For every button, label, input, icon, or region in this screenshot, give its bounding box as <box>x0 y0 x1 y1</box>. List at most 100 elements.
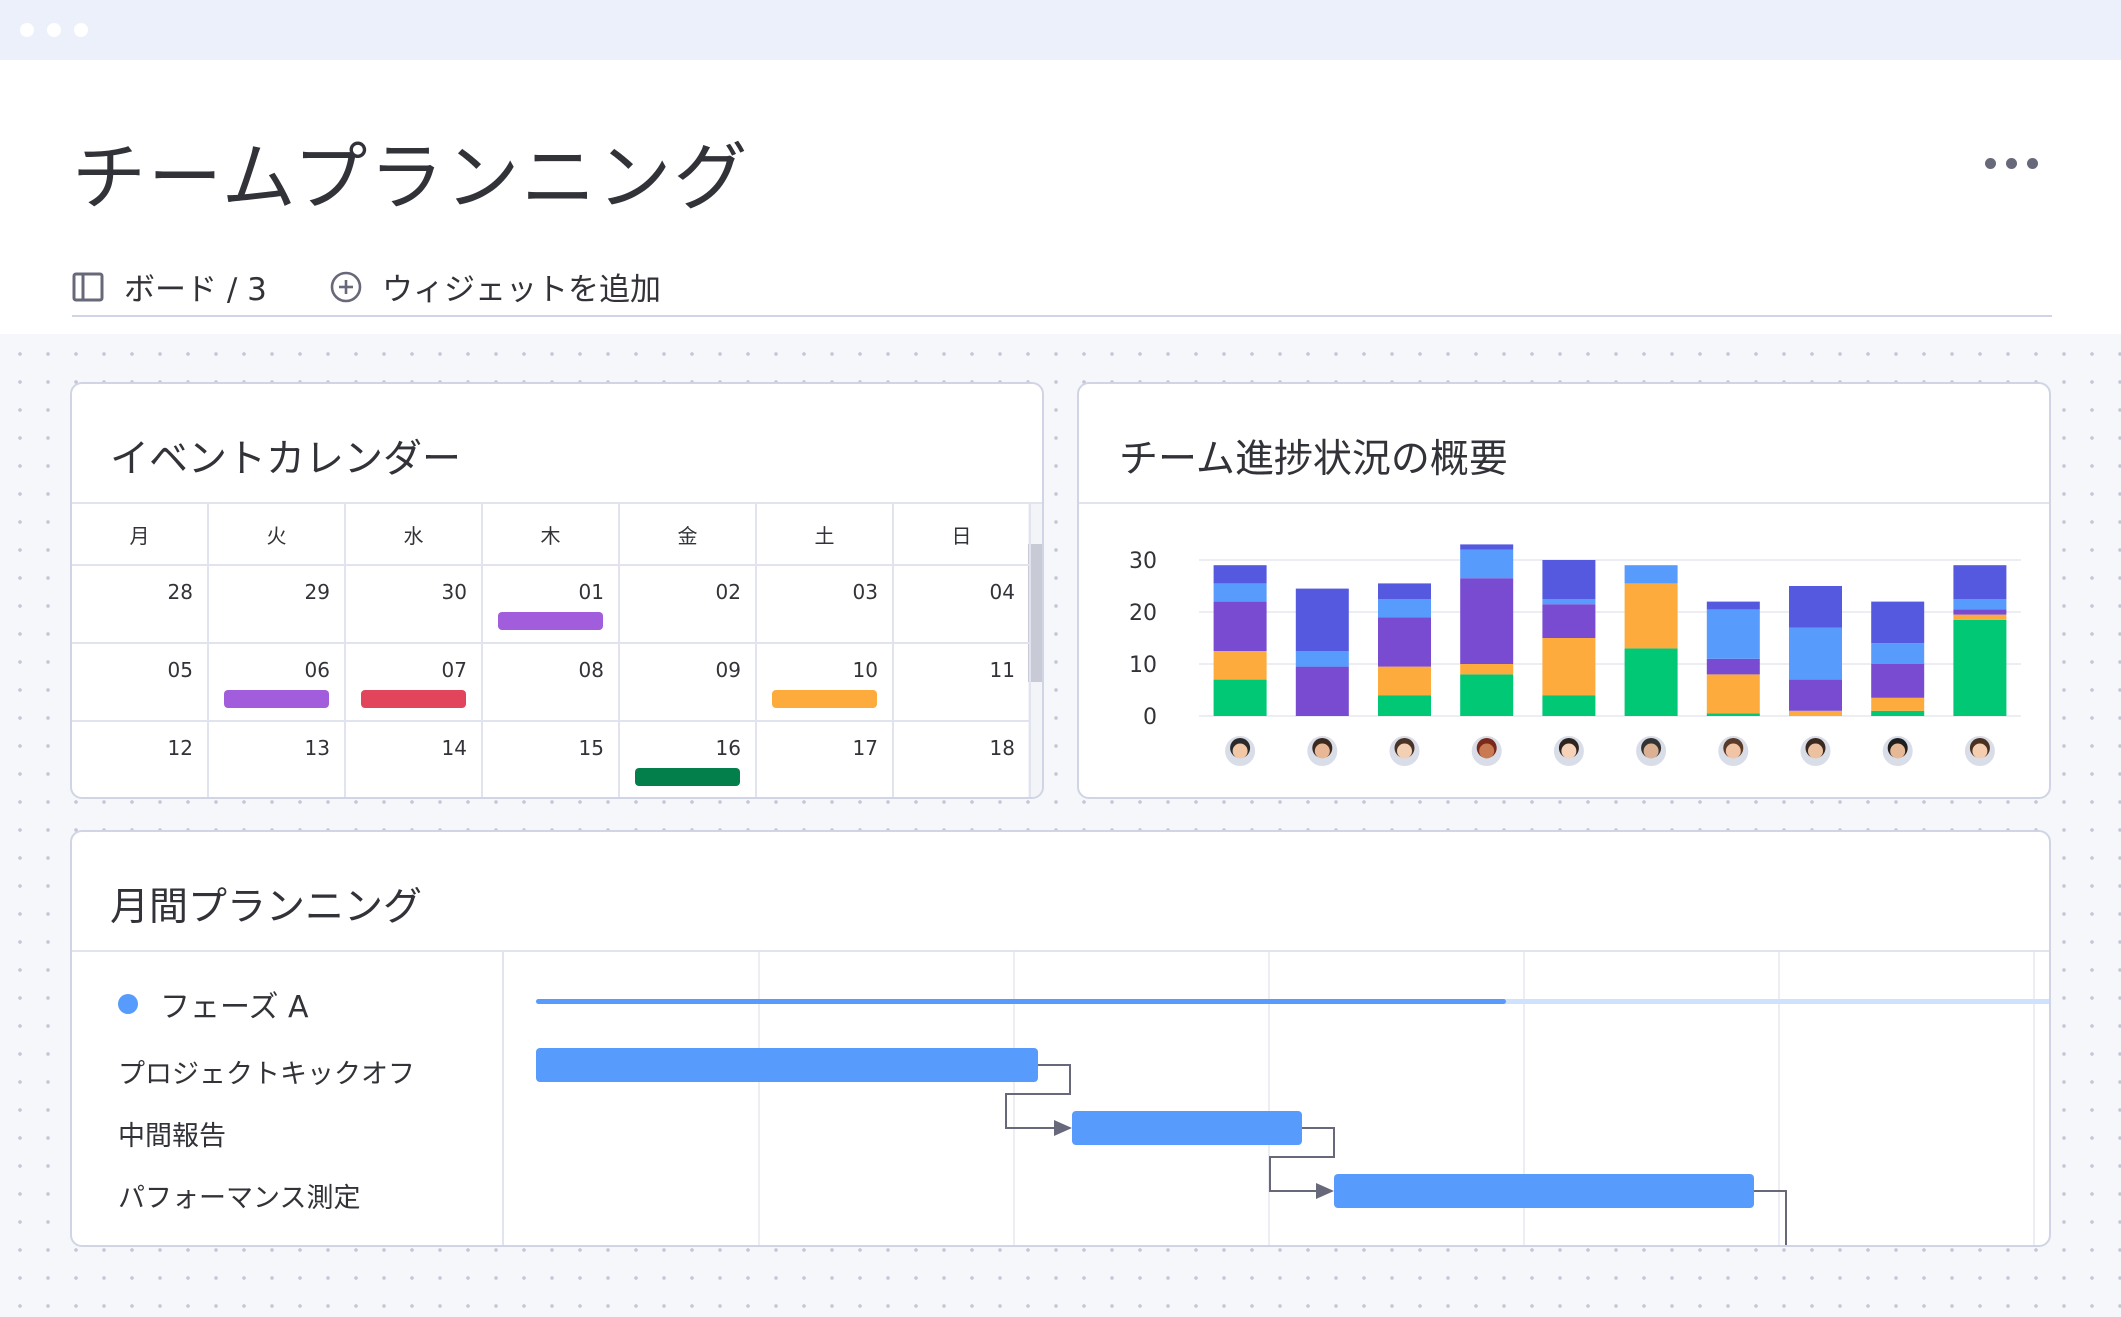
calendar-day-cell[interactable]: 06 <box>209 644 346 722</box>
member-avatar[interactable] <box>1387 734 1422 768</box>
calendar-scrollbar[interactable] <box>1028 504 1042 797</box>
calendar-day-cell[interactable]: 05 <box>72 644 209 722</box>
calendar-event[interactable] <box>635 768 740 786</box>
member-avatar[interactable] <box>1962 734 1997 768</box>
gantt-bar-midterm[interactable] <box>1072 1111 1302 1145</box>
bar-segment[interactable] <box>1953 619 2007 716</box>
bar-segment[interactable] <box>1871 601 1925 644</box>
bar-segment[interactable] <box>1789 710 1842 716</box>
calendar-date: 06 <box>304 658 330 682</box>
bar-segment[interactable] <box>1789 586 1842 628</box>
weekday-header: 水 <box>346 504 483 566</box>
bar-segment[interactable] <box>1378 599 1431 618</box>
calendar-event[interactable] <box>772 690 877 708</box>
bar-segment[interactable] <box>1789 627 1842 680</box>
bar-segment[interactable] <box>1624 565 1678 584</box>
calendar-day-cell[interactable]: 08 <box>483 644 620 722</box>
bar-segment[interactable] <box>1953 599 2007 610</box>
phase-group[interactable]: フェーズ A <box>118 982 309 1026</box>
task-label[interactable]: プロジェクトキックオフ <box>118 1059 415 1090</box>
member-avatar[interactable] <box>1305 734 1340 768</box>
calendar-date: 29 <box>304 580 330 604</box>
calendar-day-cell[interactable]: 13 <box>209 722 346 797</box>
add-widget-button[interactable]: ウィジェットを追加 <box>330 264 661 309</box>
member-avatar[interactable] <box>1551 734 1586 768</box>
bar-segment[interactable] <box>1706 713 1760 716</box>
bar-segment[interactable] <box>1460 674 1514 716</box>
member-avatar[interactable] <box>1798 734 1833 768</box>
calendar-grid: 月火水木金土日 28 29 30 01 02 03 04 05 06 07 08 09 10 11 12 13 1… <box>72 504 1042 797</box>
calendar-day-cell[interactable]: 02 <box>620 566 757 644</box>
calendar-event[interactable] <box>224 690 329 708</box>
calendar-day-cell[interactable]: 12 <box>72 722 209 797</box>
bar-segment[interactable] <box>1953 565 2007 599</box>
calendar-day-cell[interactable]: 28 <box>72 566 209 644</box>
bar-segment[interactable] <box>1542 695 1596 716</box>
bar-segment[interactable] <box>1378 617 1431 667</box>
bar-segment[interactable] <box>1378 583 1431 599</box>
task-label[interactable]: パフォーマンス測定 <box>118 1183 361 1214</box>
bar-segment[interactable] <box>1706 658 1760 675</box>
calendar-day-cell[interactable]: 01 <box>483 566 620 644</box>
bar-segment[interactable] <box>1213 565 1267 584</box>
bar-segment[interactable] <box>1460 544 1514 550</box>
bar-segment[interactable] <box>1213 601 1267 651</box>
bar-segment[interactable] <box>1542 604 1596 638</box>
calendar-day-cell[interactable]: 03 <box>757 566 894 644</box>
bar-segment[interactable] <box>1871 710 1925 716</box>
calendar-event[interactable] <box>498 612 603 630</box>
board-view-button[interactable]: ボード / 3 <box>72 264 267 309</box>
calendar-day-cell[interactable]: 15 <box>483 722 620 797</box>
calendar-day-cell[interactable]: 18 <box>894 722 1031 797</box>
calendar-day-cell[interactable]: 07 <box>346 644 483 722</box>
bar-segment[interactable] <box>1871 643 1925 664</box>
bar-segment[interactable] <box>1706 601 1760 610</box>
bar-segment[interactable] <box>1871 664 1925 698</box>
more-options-icon[interactable] <box>1985 158 2038 169</box>
member-avatar[interactable] <box>1634 734 1669 768</box>
bar-segment[interactable] <box>1542 599 1596 605</box>
bar-segment[interactable] <box>1378 666 1431 696</box>
bar-segment[interactable] <box>1213 679 1267 716</box>
member-avatar[interactable] <box>1223 734 1258 768</box>
bar-segment[interactable] <box>1706 674 1760 714</box>
task-label[interactable]: 中間報告 <box>118 1121 226 1152</box>
bar-segment[interactable] <box>1871 697 1925 711</box>
bar-segment[interactable] <box>1706 609 1760 659</box>
bar-segment[interactable] <box>1624 648 1678 716</box>
window-dot <box>47 23 61 37</box>
calendar-day-cell[interactable]: 10 <box>757 644 894 722</box>
bar-segment[interactable] <box>1542 638 1596 696</box>
calendar-day-cell[interactable]: 04 <box>894 566 1031 644</box>
bar-segment[interactable] <box>1460 578 1514 664</box>
scrollbar-thumb[interactable] <box>1028 544 1042 682</box>
member-avatar[interactable] <box>1880 734 1915 768</box>
calendar-day-cell[interactable]: 16 <box>620 722 757 797</box>
calendar-day-cell[interactable]: 11 <box>894 644 1031 722</box>
member-avatar[interactable] <box>1469 734 1504 768</box>
bar-segment[interactable] <box>1953 609 2007 615</box>
bar-segment[interactable] <box>1213 583 1267 602</box>
gantt-bar-kickoff[interactable] <box>536 1048 1038 1082</box>
calendar-day-cell[interactable]: 14 <box>346 722 483 797</box>
bar-segment[interactable] <box>1295 666 1349 716</box>
calendar-day-cell[interactable]: 29 <box>209 566 346 644</box>
bar-segment[interactable] <box>1624 583 1678 649</box>
bar-segment[interactable] <box>1295 588 1349 651</box>
bar-segment[interactable] <box>1460 549 1514 579</box>
member-avatar[interactable] <box>1716 734 1751 768</box>
calendar-day-cell[interactable]: 17 <box>757 722 894 797</box>
calendar-event[interactable] <box>361 690 466 708</box>
bar-segment[interactable] <box>1378 695 1431 716</box>
gantt-bar-performance[interactable] <box>1334 1174 1754 1208</box>
bar-segment[interactable] <box>1295 651 1349 667</box>
calendar-day-cell[interactable]: 30 <box>346 566 483 644</box>
bar-segment[interactable] <box>1542 560 1596 599</box>
bar-segment[interactable] <box>1953 614 2007 620</box>
calendar-day-cell[interactable]: 09 <box>620 644 757 722</box>
board-toolbar: ボード / 3 ウィジェットを追加 <box>72 260 2052 317</box>
calendar-date: 04 <box>989 580 1015 604</box>
bar-segment[interactable] <box>1789 679 1842 711</box>
bar-segment[interactable] <box>1213 651 1267 680</box>
bar-segment[interactable] <box>1460 664 1514 675</box>
